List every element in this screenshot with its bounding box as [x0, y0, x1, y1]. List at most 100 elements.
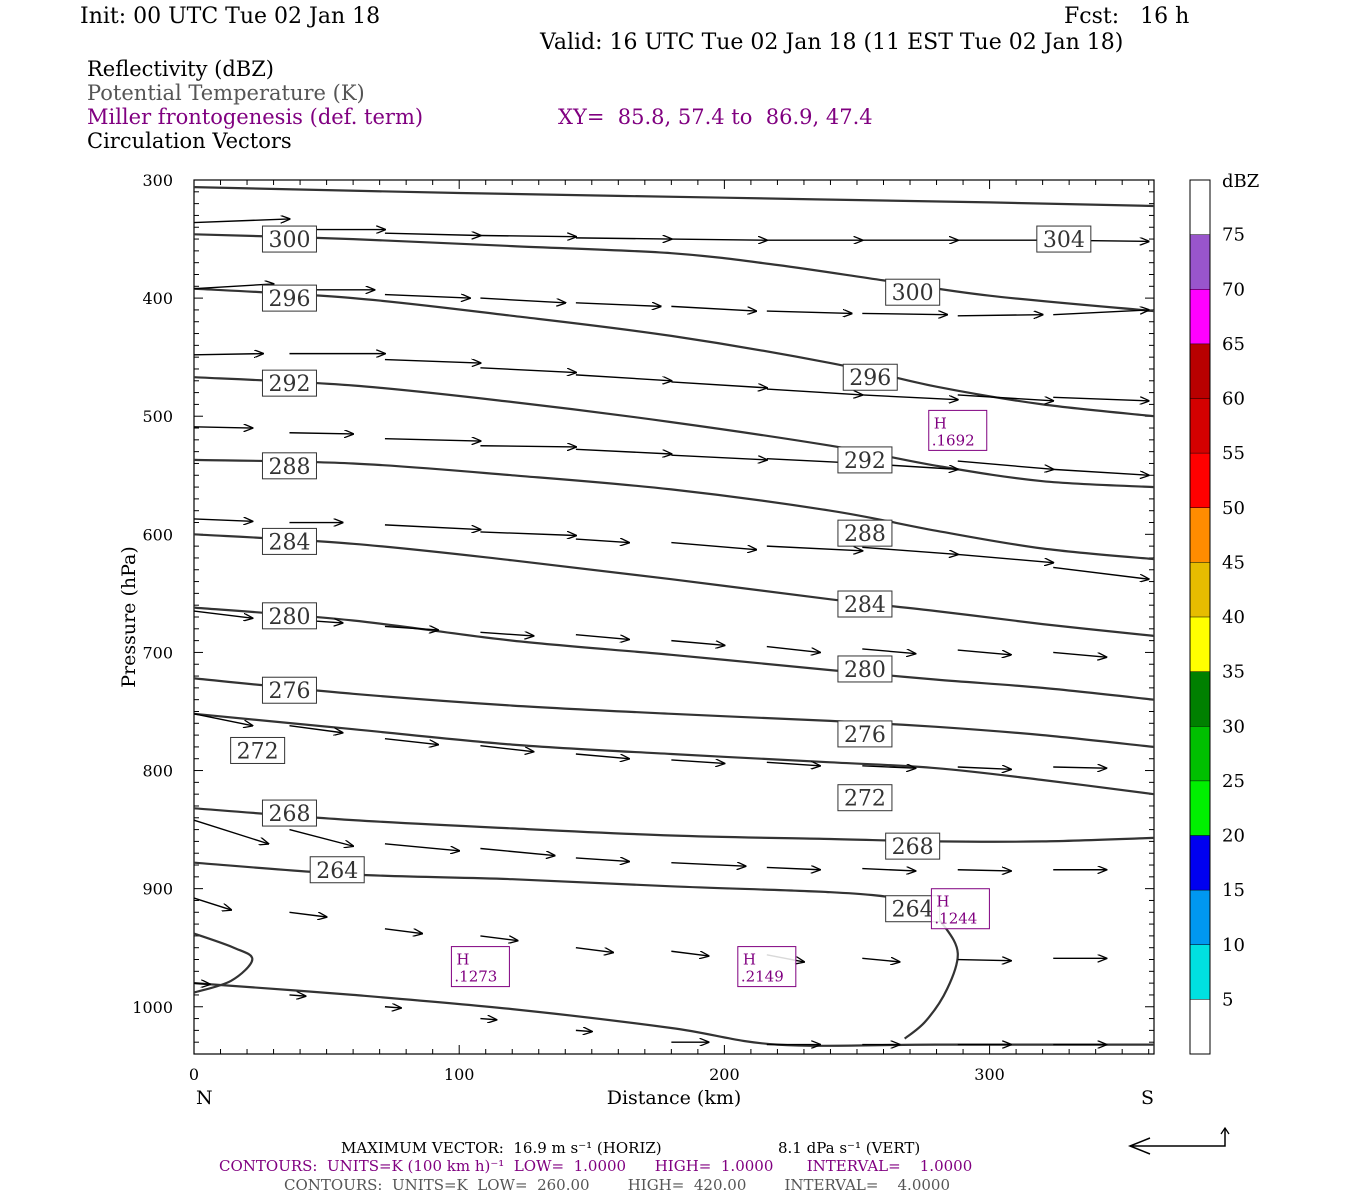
axis-labels: 0 100 200 300 300 400 500 600 700 800 900 1000 N S Dis…: [118, 171, 1154, 1109]
colorbar-label: 30: [1222, 716, 1245, 737]
circulation-vector: [289, 828, 353, 847]
theta-contour-line: [193, 186, 1155, 208]
x-tick-label: 300: [974, 1065, 1005, 1084]
circulation-vector: [671, 760, 724, 764]
max-vector-vert: 8.1 dPa s⁻¹ (VERT): [778, 1139, 921, 1157]
colorbar-swatch: [1190, 617, 1210, 672]
colorbar-swatch: [1190, 289, 1210, 344]
colorbar-swatch: [1190, 890, 1210, 945]
frontogenesis-high-box: [737, 946, 797, 988]
contour-label-box: [261, 799, 317, 827]
x-end-label-north: N: [196, 1087, 213, 1109]
contour-label-box: [261, 676, 317, 704]
contour-label: 288: [844, 522, 886, 547]
frontogenesis-high-label: H: [936, 893, 949, 911]
circulation-vector: [766, 867, 820, 869]
contour-label: 276: [844, 723, 886, 748]
x-tick-label: 0: [189, 1065, 199, 1084]
circulation-vector: [289, 724, 342, 733]
circulation-vector: [575, 1030, 592, 1031]
contour-label: 272: [844, 787, 886, 812]
y-tick-label: 300: [142, 171, 173, 190]
frontogenesis-high-box: [450, 946, 510, 988]
circulation-vector: [862, 313, 947, 314]
circulation-vector: [862, 958, 899, 962]
init-time: Init: 00 UTC Tue 02 Jan 18: [80, 4, 381, 29]
circulation-vector: [671, 863, 745, 867]
field-reflectivity: Reflectivity (dBZ): [87, 57, 275, 81]
circulation-vector: [193, 819, 268, 844]
y-axis-title: Pressure (hPa): [118, 546, 140, 688]
contour-label: 292: [268, 372, 310, 397]
reference-vector-icon: [1127, 1126, 1230, 1155]
colorbar-label: 50: [1222, 498, 1245, 519]
circulation-vector: [480, 446, 575, 447]
colorbar-swatch: [1190, 726, 1210, 781]
circulation-vector: [862, 766, 915, 768]
contour-label-box: [837, 655, 893, 683]
frontogenesis-high-label: H: [743, 951, 756, 969]
theta-contour-line: [193, 533, 1155, 637]
axis-ticks: [193, 179, 1154, 1055]
theta-contours: [193, 186, 1155, 1047]
cross-section-endpoints: XY= 85.8, 57.4 to 86.9, 47.4: [558, 105, 873, 129]
circulation-vector: [671, 305, 756, 311]
colorbar-label: 55: [1222, 443, 1245, 464]
colorbar-label: 15: [1222, 880, 1245, 901]
colorbar-label: 40: [1222, 607, 1245, 628]
field-theta: Potential Temperature (K): [87, 81, 365, 105]
circulation-vector: [193, 519, 252, 521]
circulation-vector: [1053, 397, 1148, 401]
frontogenesis-high-value: .1692: [932, 431, 975, 449]
plot-frame: [193, 179, 1155, 1055]
theta-contour-line: [193, 606, 1155, 701]
circulation-vector: [575, 303, 661, 307]
circulation-vector: [575, 448, 671, 454]
circulation-vector: [575, 539, 629, 543]
theta-contour-info: CONTOURS: UNITS=K LOW= 260.00 HIGH= 420.…: [284, 1176, 950, 1194]
contour-label: 300: [268, 228, 310, 253]
circulation-vector: [671, 950, 708, 956]
colorbar-swatch: [1190, 835, 1210, 891]
contour-label: 280: [268, 605, 310, 630]
contour-label-box: [230, 736, 286, 764]
frontogenesis-high-value: .2149: [741, 968, 784, 986]
contour-label: 284: [268, 530, 310, 555]
circulation-vector: [384, 843, 459, 851]
circulation-vector: [193, 713, 252, 726]
circulation-vector: [575, 753, 629, 759]
contour-label: 268: [268, 802, 310, 827]
theta-contour-line: [193, 287, 1155, 418]
contour-label-box: [261, 452, 317, 480]
frontogenesis-high-box: [930, 888, 990, 930]
circulation-vector: [384, 295, 470, 299]
theta-contour-line: [193, 807, 1155, 843]
contour-label-box: [842, 363, 898, 391]
contour-label: 272: [237, 739, 279, 764]
contour-label-box: [1036, 225, 1092, 253]
colorbar-label: 45: [1222, 552, 1245, 573]
theta-contour-line: [193, 376, 1155, 489]
circulation-vector: [1053, 651, 1106, 657]
circulation-vector: [384, 233, 480, 235]
circulation-vector: [193, 983, 210, 984]
circulation-vector: [480, 297, 565, 303]
circulation-vector: [193, 284, 274, 290]
circulation-vector: [480, 1019, 496, 1020]
frontogenesis-high-label: H: [934, 414, 947, 432]
circulation-vector: [671, 541, 756, 550]
x-tick-label: 200: [709, 1065, 740, 1084]
circulation-vector: [862, 648, 915, 654]
colorbar-swatch: [1190, 507, 1210, 563]
circulation-vector: [480, 367, 575, 373]
contour-label-box: [837, 720, 893, 748]
colorbar-title: dBZ: [1222, 171, 1259, 192]
contour-label: 304: [1043, 228, 1085, 253]
circulation-vector: [289, 433, 353, 434]
y-tick-label: 700: [142, 643, 173, 662]
circulation-vector: [575, 238, 671, 239]
circulation-vector: [384, 1007, 401, 1008]
circulation-vector: [575, 858, 629, 862]
theta-contour-line: [193, 677, 1155, 748]
